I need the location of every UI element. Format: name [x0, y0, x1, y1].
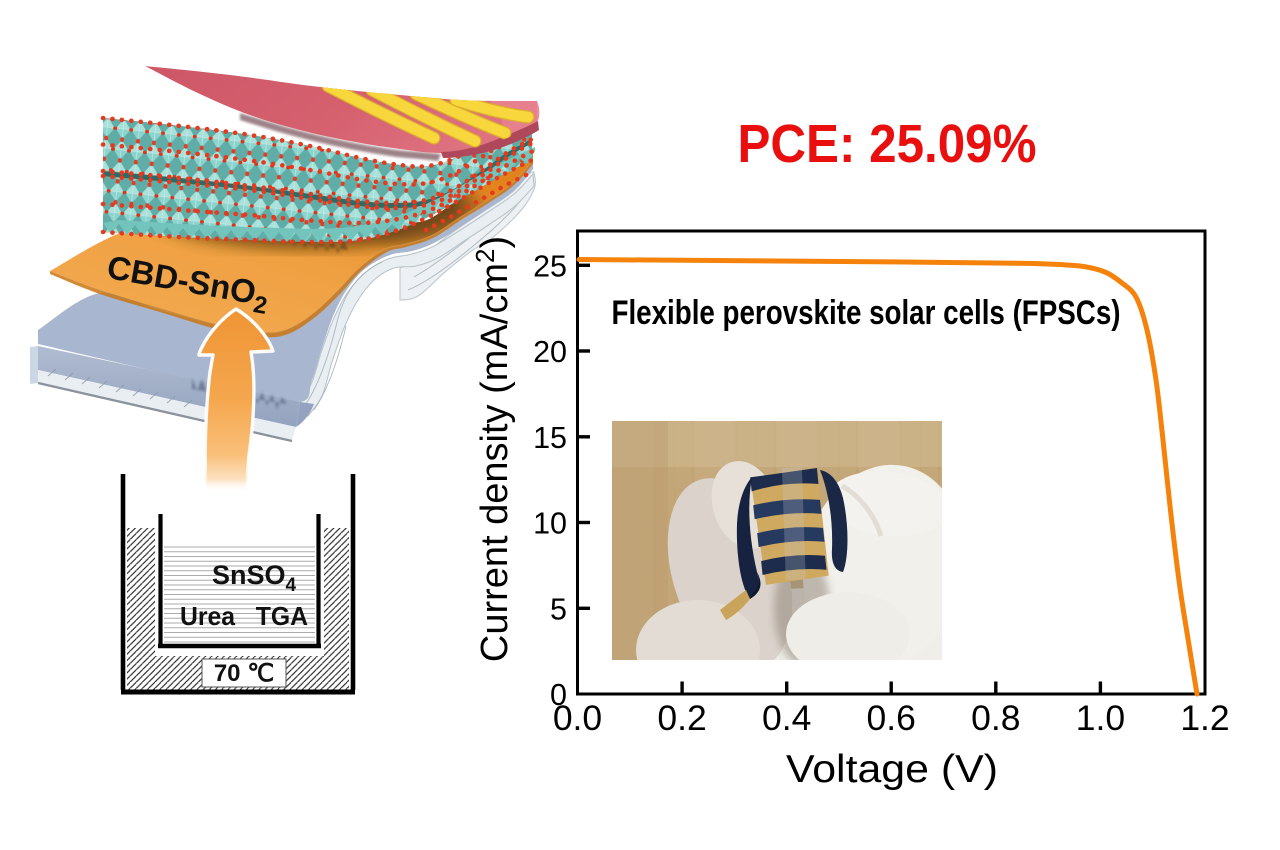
svg-text:10: 10 — [533, 507, 567, 541]
svg-text:0.4: 0.4 — [762, 698, 811, 738]
svg-text:20: 20 — [533, 335, 567, 369]
svg-text:15: 15 — [533, 421, 567, 455]
svg-text:25: 25 — [533, 249, 567, 283]
svg-text:Urea TGA: Urea TGA — [180, 601, 308, 631]
svg-text:PCE: 25.09%: PCE: 25.09% — [738, 114, 1037, 174]
svg-text:0.2: 0.2 — [657, 698, 706, 738]
svg-text:Voltage (V): Voltage (V) — [786, 748, 998, 791]
svg-text:70 ℃: 70 ℃ — [214, 660, 274, 687]
svg-text:Current density (mA/cm2): Current density (mA/cm2) — [470, 236, 516, 662]
svg-text:Flexible perovskite solar cell: Flexible perovskite solar cells (FPSCs) — [612, 294, 1121, 332]
svg-text:1.2: 1.2 — [1180, 698, 1229, 738]
svg-text:0.8: 0.8 — [971, 698, 1020, 738]
svg-text:0.6: 0.6 — [867, 698, 916, 738]
svg-text:0: 0 — [550, 678, 567, 712]
svg-text:0.0: 0.0 — [553, 698, 602, 738]
svg-text:1.0: 1.0 — [1076, 698, 1125, 738]
svg-text:5: 5 — [550, 592, 567, 626]
